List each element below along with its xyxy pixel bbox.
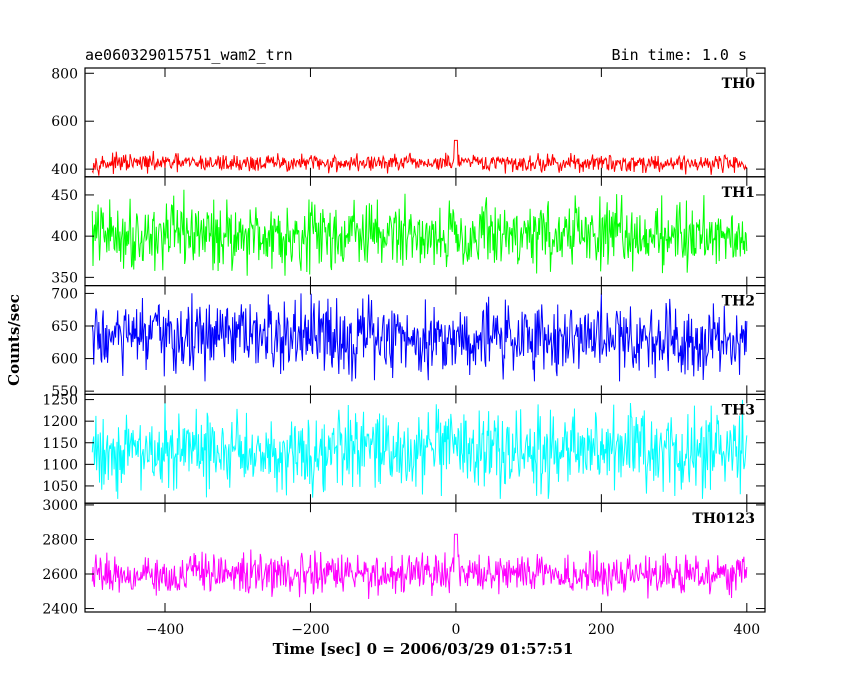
y-tick-label: 350 [51,270,78,286]
y-tick-label: 600 [51,352,78,368]
x-axis-label: Time [sec] 0 = 2006/03/29 01:57:51 [273,640,574,658]
x-tick-label: −400 [146,622,184,638]
panel-label: TH2 [722,294,755,310]
panel-frame [84,502,766,613]
y-tick-label: 650 [51,319,78,335]
y-tick-label: 2600 [42,567,78,583]
series-line-th2 [91,293,748,382]
y-tick-label: 400 [51,162,78,178]
x-tick-label: −200 [291,622,329,638]
series-line-th3 [91,399,748,499]
series-line-th0 [91,139,748,176]
series-line-th1 [91,189,748,276]
panel-th0: TH0 400 600 800 [51,66,766,178]
y-tick-label: 1250 [42,393,78,409]
y-axis-label: Counts/sec [5,294,23,386]
y-tick-label: 450 [51,188,78,204]
y-tick-label: 1200 [42,414,78,430]
panel-label: TH3 [722,402,755,418]
y-tick-label: 600 [51,114,78,130]
y-tick-label: 800 [51,66,78,82]
y-tick-label: 700 [51,286,78,302]
source-name: ae060329015751_wam2_trn [85,46,293,64]
y-tick-label: 2400 [42,602,78,618]
x-tick-label: 400 [733,622,760,638]
y-tick-label: 550 [51,384,78,400]
panel-th2: TH2 550 600 650 700 [51,285,766,400]
panels-group: TH0400600800TH1350400450TH2550600650700T… [42,66,766,638]
bin-time: Bin time: 1.0 s [612,46,747,64]
panel-label: TH0 [722,76,756,92]
panel-th3: TH3 1050 1100 1150 1200 1250 [42,393,766,504]
panel-label: TH1 [722,185,755,201]
panel-th1: TH1 350 400 450 [51,176,766,286]
series-line-th0123 [91,533,748,600]
y-tick-label: 400 [51,229,78,245]
y-tick-label: 3000 [42,498,78,514]
panel-label: TH0123 [692,511,755,527]
y-tick-label: 1050 [42,479,78,495]
y-tick-label: 2800 [42,532,78,548]
x-tick-label: 0 [451,622,460,638]
panel-th0123: TH0123 2400 2600 2800 3000 [42,498,766,618]
y-tick-label: 1100 [42,457,78,473]
x-tick-label: 200 [588,622,615,638]
y-tick-label: 1150 [42,436,78,452]
